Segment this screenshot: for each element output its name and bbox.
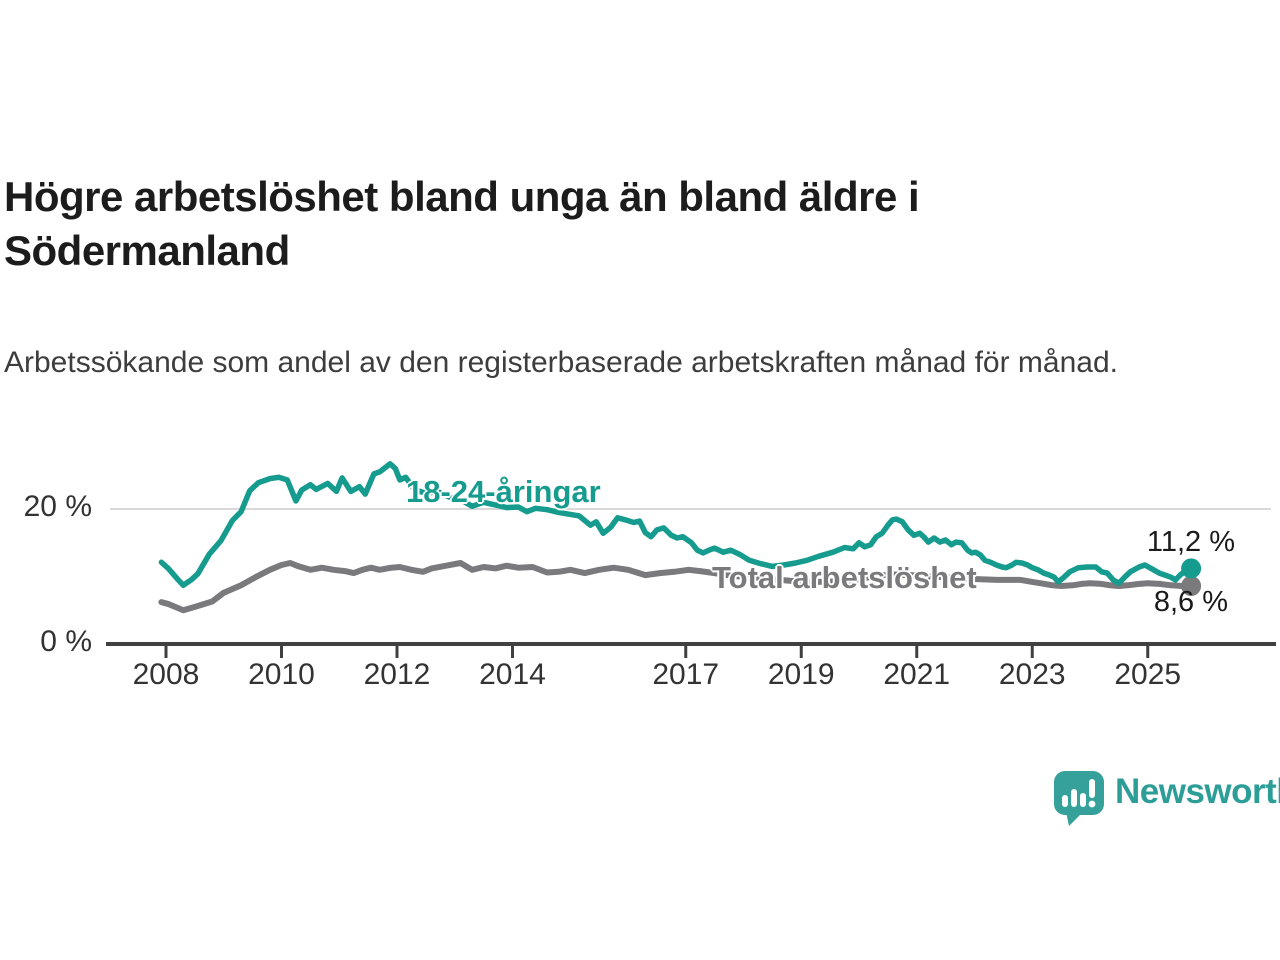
- series-end-dot-total: [1181, 576, 1202, 596]
- newsworthy-logo-text: Newsworthy: [1115, 772, 1280, 811]
- newsworthy-branding: Newsworthy: [1053, 770, 1280, 828]
- newsworthy-logo-icon: [1054, 771, 1104, 826]
- page-title: Högre arbetslöshet bland unga än bland ä…: [4, 173, 920, 274]
- series-line-youth: [158, 461, 1194, 589]
- series-end-dot-youth: [1181, 558, 1202, 579]
- page-subtitle: Arbetssökande som andel av den registerb…: [4, 346, 1118, 379]
- series-line-total: [158, 560, 1195, 614]
